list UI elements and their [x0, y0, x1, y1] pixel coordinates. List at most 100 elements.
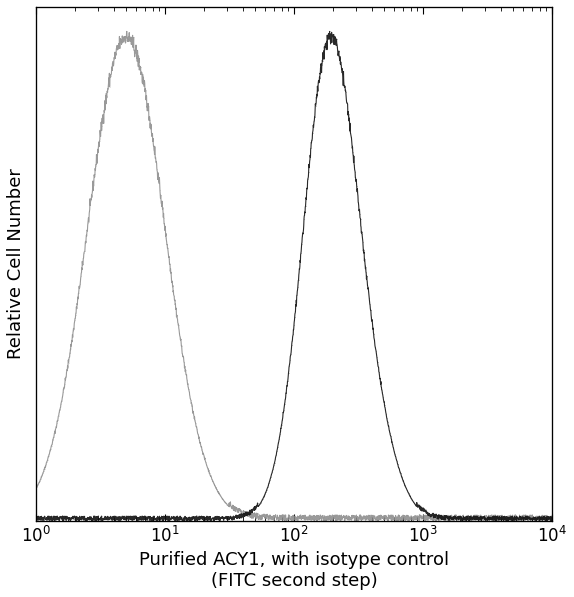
- Point: [439, 512, 448, 522]
- Point: [354, 513, 363, 522]
- Point: [503, 513, 512, 523]
- Point: [540, 513, 549, 522]
- Point: [466, 513, 475, 522]
- Point: [32, 484, 41, 493]
- Point: [104, 513, 114, 522]
- Point: [111, 50, 121, 60]
- Point: [329, 33, 339, 42]
- Point: [38, 470, 47, 480]
- Point: [151, 153, 160, 163]
- Point: [179, 516, 188, 525]
- Point: [32, 512, 41, 521]
- Point: [429, 510, 438, 519]
- Point: [167, 512, 176, 522]
- Point: [233, 507, 242, 517]
- Point: [135, 61, 145, 71]
- Point: [114, 39, 123, 48]
- Point: [484, 512, 494, 522]
- Point: [37, 472, 46, 482]
- Point: [280, 405, 289, 414]
- Point: [207, 515, 216, 524]
- Point: [313, 91, 322, 100]
- Point: [438, 514, 447, 524]
- Point: [194, 433, 203, 443]
- Point: [190, 516, 199, 525]
- Point: [121, 35, 130, 45]
- Point: [280, 511, 289, 521]
- Point: [126, 514, 135, 524]
- Point: [180, 515, 189, 524]
- Point: [498, 513, 507, 522]
- Point: [324, 512, 333, 521]
- Point: [415, 501, 424, 510]
- Point: [520, 513, 529, 522]
- Point: [474, 512, 483, 522]
- Point: [404, 515, 413, 524]
- Point: [538, 515, 547, 525]
- Point: [448, 513, 457, 522]
- Point: [34, 479, 43, 488]
- Point: [235, 513, 245, 522]
- Point: [488, 513, 498, 523]
- Point: [276, 511, 285, 521]
- Point: [102, 515, 111, 524]
- Point: [127, 515, 136, 525]
- Point: [47, 512, 56, 521]
- Point: [263, 483, 272, 493]
- Point: [544, 513, 553, 522]
- Point: [498, 512, 507, 522]
- Point: [378, 387, 387, 396]
- Point: [339, 513, 348, 522]
- Point: [538, 512, 548, 521]
- Point: [254, 515, 263, 524]
- Point: [119, 36, 128, 45]
- Point: [338, 69, 347, 79]
- Point: [229, 511, 238, 521]
- Point: [245, 509, 254, 518]
- Point: [405, 490, 414, 500]
- Point: [188, 405, 197, 414]
- Point: [42, 457, 52, 466]
- Point: [333, 514, 342, 524]
- Point: [521, 513, 530, 523]
- Point: [323, 513, 332, 523]
- Point: [189, 512, 199, 522]
- Point: [490, 511, 499, 521]
- Point: [239, 506, 248, 515]
- Point: [470, 515, 479, 524]
- Point: [376, 515, 385, 524]
- Point: [169, 287, 178, 297]
- Point: [120, 32, 129, 42]
- Point: [96, 513, 105, 523]
- Point: [305, 513, 315, 522]
- Point: [487, 515, 496, 524]
- Point: [224, 501, 234, 511]
- Point: [257, 497, 266, 506]
- Point: [433, 510, 443, 520]
- Point: [322, 42, 331, 51]
- Point: [530, 513, 540, 522]
- Point: [422, 509, 431, 518]
- Point: [189, 407, 198, 416]
- Point: [302, 512, 311, 522]
- Point: [449, 514, 459, 524]
- Point: [494, 513, 503, 523]
- Point: [231, 511, 241, 521]
- Point: [374, 367, 383, 377]
- Point: [483, 515, 492, 525]
- Point: [460, 513, 469, 522]
- Point: [509, 513, 518, 523]
- Point: [364, 514, 373, 524]
- Point: [338, 63, 347, 73]
- Point: [484, 515, 493, 525]
- Point: [272, 513, 281, 522]
- Point: [41, 515, 50, 524]
- Point: [258, 510, 267, 520]
- Point: [449, 512, 459, 521]
- Point: [262, 485, 272, 494]
- Point: [243, 511, 253, 521]
- Point: [196, 512, 205, 522]
- Point: [432, 516, 441, 525]
- Point: [247, 506, 257, 516]
- Point: [333, 42, 342, 51]
